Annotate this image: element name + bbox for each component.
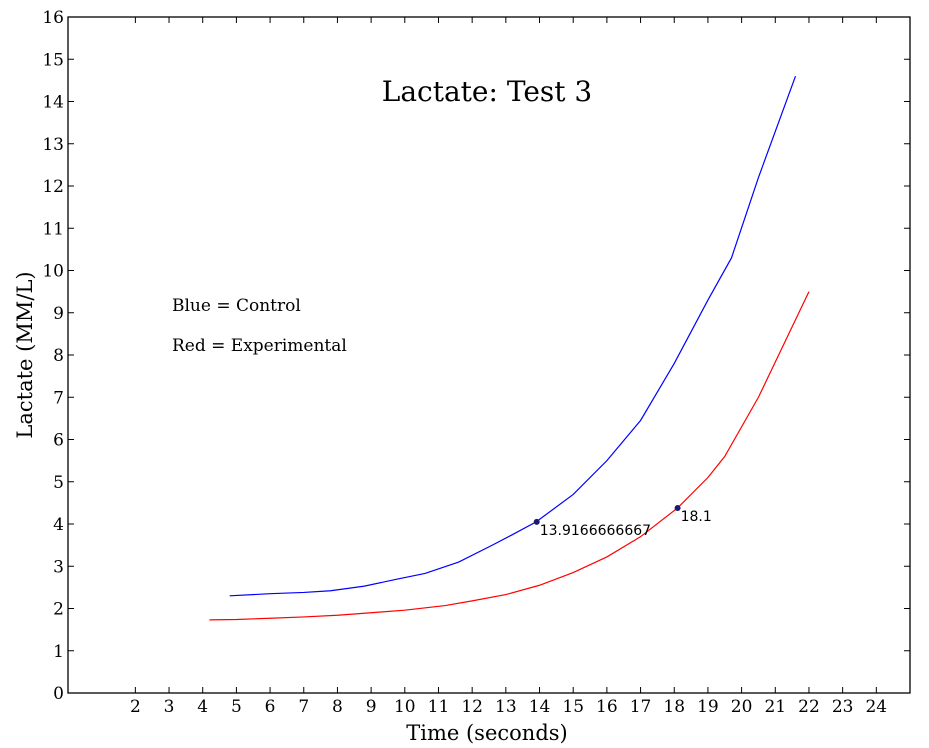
x-tick-label: 10 bbox=[394, 697, 416, 717]
y-tick-label: 5 bbox=[53, 473, 64, 493]
annotation-layer: 13.9166666667 18.1 bbox=[533, 504, 712, 539]
x-tick-label: 22 bbox=[798, 697, 820, 717]
y-tick-label: 0 bbox=[53, 684, 64, 704]
y-tick-label: 10 bbox=[42, 262, 64, 282]
x-tick-label: 6 bbox=[265, 697, 276, 717]
x-tick-label: 21 bbox=[764, 697, 786, 717]
series-line-1 bbox=[209, 291, 810, 621]
y-tick-label: 15 bbox=[42, 50, 64, 70]
y-tick-label: 2 bbox=[53, 600, 64, 620]
x-tick-label: 2 bbox=[130, 697, 141, 717]
y-tick-label: 6 bbox=[53, 431, 64, 451]
x-tick-label: 4 bbox=[197, 697, 208, 717]
axis-ticks: 2 3 4 5 6 7 8 9 10 11 12 13 14 15 16 17 18 19 20 21 22 23 2401… bbox=[42, 8, 910, 717]
y-tick-label: 8 bbox=[53, 346, 64, 366]
x-tick-label: 8 bbox=[332, 697, 343, 717]
annotation-point-1 bbox=[674, 504, 681, 511]
annotation-label-1: 18.1 bbox=[681, 509, 712, 525]
x-tick-label: 9 bbox=[366, 697, 377, 717]
x-tick-label: 17 bbox=[630, 697, 652, 717]
series-layer bbox=[209, 75, 810, 621]
y-tick-label: 7 bbox=[53, 388, 64, 408]
note-experimental: Red = Experimental bbox=[172, 336, 347, 356]
note-control: Blue = Control bbox=[172, 296, 301, 316]
x-tick-label: 5 bbox=[231, 697, 242, 717]
x-tick-label: 18 bbox=[663, 697, 685, 717]
x-tick-label: 16 bbox=[596, 697, 618, 717]
plot-frame bbox=[67, 16, 911, 694]
x-tick-label: 11 bbox=[428, 697, 450, 717]
annotation-point-0 bbox=[533, 518, 540, 525]
x-tick-label: 13 bbox=[495, 697, 517, 717]
y-tick-label: 13 bbox=[42, 135, 64, 155]
y-tick-label: 12 bbox=[42, 177, 64, 197]
x-tick-label: 7 bbox=[298, 697, 309, 717]
chart-title: Lactate: Test 3 bbox=[382, 75, 592, 108]
y-tick-label: 14 bbox=[42, 93, 64, 113]
x-tick-label: 14 bbox=[529, 697, 551, 717]
y-tick-label: 16 bbox=[42, 8, 64, 28]
x-tick-label: 19 bbox=[697, 697, 719, 717]
y-tick-label: 4 bbox=[53, 515, 64, 535]
y-tick-label: 9 bbox=[53, 304, 64, 324]
x-tick-label: 3 bbox=[164, 697, 175, 717]
series-line-0 bbox=[229, 75, 797, 597]
x-tick-label: 23 bbox=[832, 697, 854, 717]
y-tick-label: 1 bbox=[53, 642, 64, 662]
x-tick-label: 20 bbox=[731, 697, 753, 717]
x-axis-title: Time (seconds) bbox=[406, 721, 567, 745]
y-tick-label: 3 bbox=[53, 557, 64, 577]
x-tick-label: 12 bbox=[461, 697, 483, 717]
annotation-label-0: 13.9166666667 bbox=[540, 523, 651, 539]
y-tick-label: 11 bbox=[42, 219, 64, 239]
x-tick-label: 15 bbox=[562, 697, 584, 717]
x-tick-label: 24 bbox=[865, 697, 887, 717]
y-axis-title: Lactate (MM/L) bbox=[13, 271, 37, 438]
